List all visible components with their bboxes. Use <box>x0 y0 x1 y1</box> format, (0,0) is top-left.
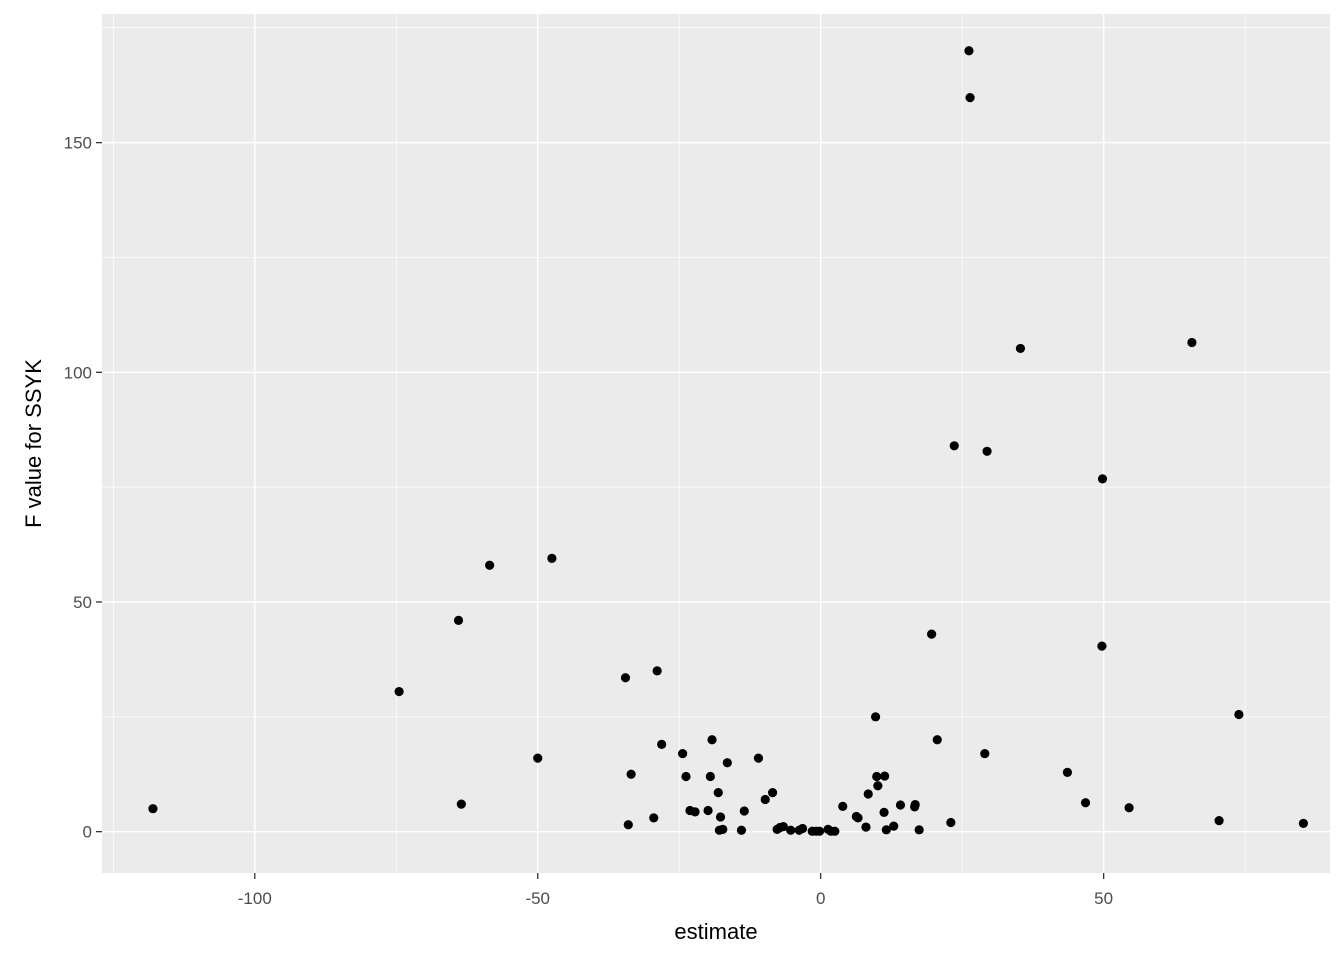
data-point <box>949 441 959 451</box>
data-point <box>879 807 889 817</box>
data-point <box>753 753 764 763</box>
data-point <box>838 801 848 811</box>
data-point <box>485 560 495 570</box>
data-point <box>778 822 788 832</box>
y-tick-label: 100 <box>64 363 92 382</box>
data-point <box>980 748 990 759</box>
data-point <box>946 817 956 828</box>
data-point <box>914 825 924 835</box>
data-point <box>715 812 726 822</box>
data-point <box>873 781 883 791</box>
y-axis: 0 50 100 150 <box>64 134 102 842</box>
data-point <box>623 820 633 830</box>
y-tick-label: 150 <box>64 134 92 153</box>
x-axis-title: estimate <box>674 919 757 944</box>
data-point <box>703 805 713 816</box>
data-point <box>681 771 691 782</box>
data-point <box>620 673 631 683</box>
data-point <box>722 758 732 768</box>
data-point <box>880 771 890 781</box>
data-point <box>932 735 942 745</box>
data-point <box>678 748 688 759</box>
data-point <box>863 789 873 799</box>
data-point <box>786 825 796 835</box>
data-point <box>718 824 728 834</box>
data-point <box>982 446 992 456</box>
data-point <box>626 769 636 779</box>
data-point <box>767 788 778 798</box>
data-point <box>1062 767 1073 778</box>
data-point <box>830 826 840 836</box>
data-point <box>705 771 715 782</box>
data-point <box>649 813 659 823</box>
data-point <box>870 712 881 722</box>
data-point <box>895 800 906 810</box>
data-point <box>1234 709 1244 720</box>
data-point <box>872 771 882 782</box>
x-tick-label: 0 <box>816 889 825 908</box>
data-point <box>910 799 920 810</box>
major-gridlines <box>102 14 1330 873</box>
data-point <box>394 686 404 697</box>
data-point <box>453 615 464 625</box>
data-point <box>456 799 466 809</box>
x-tick-label: 50 <box>1094 889 1113 908</box>
data-point <box>853 813 863 823</box>
data-point <box>1214 816 1224 826</box>
data-point <box>1187 337 1197 348</box>
data-point <box>889 821 899 831</box>
y-tick-label: 0 <box>83 823 92 842</box>
data-point <box>739 806 749 816</box>
x-axis: -100 -50 0 50 <box>238 873 1113 908</box>
data-point <box>707 735 717 745</box>
data-point <box>652 666 662 676</box>
data-point <box>1097 641 1107 651</box>
data-point <box>861 822 871 832</box>
x-tick-label: -100 <box>238 889 272 908</box>
data-point <box>965 93 975 103</box>
data-points <box>148 46 1309 836</box>
data-point <box>814 826 825 836</box>
minor-gridlines <box>102 14 1330 873</box>
data-point <box>547 553 557 563</box>
plot-panel <box>102 14 1330 873</box>
data-point <box>1298 818 1309 828</box>
y-tick-label: 50 <box>73 593 92 612</box>
data-point <box>927 629 937 639</box>
data-point <box>736 825 747 835</box>
data-point <box>713 788 723 798</box>
data-point <box>148 804 158 814</box>
data-point <box>881 825 891 835</box>
data-point <box>1015 343 1026 354</box>
data-point <box>690 807 700 817</box>
data-point <box>657 739 667 749</box>
x-tick-label: -50 <box>525 889 550 908</box>
data-point <box>1097 474 1108 484</box>
data-point <box>533 753 543 763</box>
data-point <box>964 46 974 56</box>
data-point <box>1124 803 1134 813</box>
data-point <box>760 794 770 805</box>
data-point <box>797 823 808 834</box>
y-axis-title: F value for SSYK <box>21 359 46 528</box>
data-point <box>1080 798 1091 808</box>
